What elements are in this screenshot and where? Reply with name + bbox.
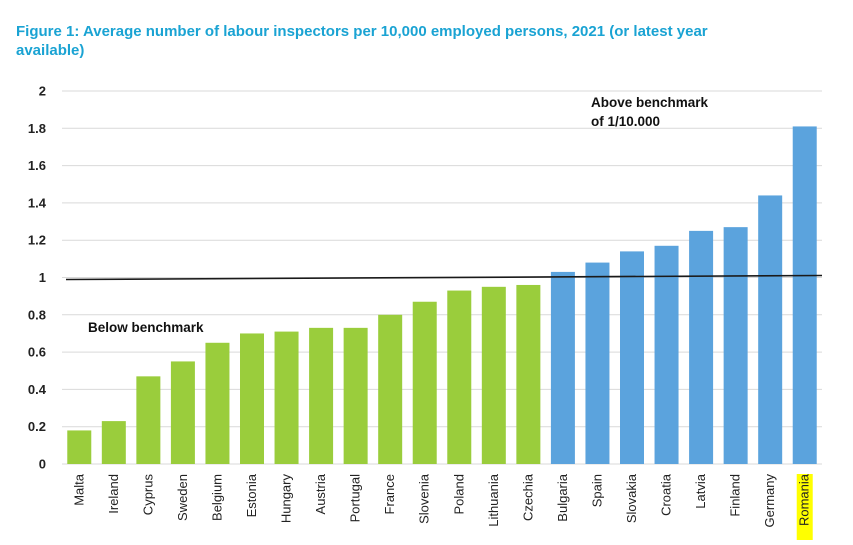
bar-malta [67, 430, 92, 464]
x-label-croatia: Croatia [659, 473, 674, 516]
x-tick-label: Malta [71, 473, 86, 506]
bar-czechia [516, 284, 541, 464]
bar-bulgaria [550, 271, 575, 464]
x-tick-label: Cyprus [140, 474, 155, 516]
bar-lithuania [481, 286, 506, 464]
chart-title: Figure 1: Average number of labour inspe… [16, 23, 708, 59]
x-tick-label: Sweden [175, 474, 190, 521]
y-tick-label: 2 [39, 84, 46, 99]
x-label-czechia: Czechia [520, 473, 535, 521]
bar-poland [447, 290, 472, 464]
bar-croatia [654, 245, 679, 464]
bar-latvia [689, 230, 714, 464]
x-label-portugal: Portugal [348, 474, 363, 523]
bar-ireland [101, 421, 126, 464]
bar-slovenia [412, 301, 437, 464]
x-tick-label: Romania [797, 473, 812, 526]
x-tick-label: Belgium [209, 474, 224, 521]
x-label-romania: Romania [796, 473, 813, 540]
x-label-sweden: Sweden [175, 474, 190, 521]
x-tick-label: Latvia [693, 473, 708, 508]
x-tick-label: Poland [451, 474, 466, 514]
x-label-finland: Finland [728, 474, 743, 517]
bar-france [378, 314, 403, 464]
highlight-marker [796, 474, 813, 540]
x-label-slovenia: Slovenia [417, 473, 432, 524]
x-label-bulgaria: Bulgaria [555, 473, 570, 521]
bars [67, 126, 817, 464]
bar-finland [723, 227, 748, 464]
bar-austria [309, 327, 334, 464]
x-tick-label: Portugal [348, 474, 363, 523]
bar-belgium [205, 342, 230, 464]
bar-germany [758, 195, 783, 464]
y-tick-label: 1.6 [28, 158, 46, 173]
x-tick-label: Austria [313, 473, 328, 514]
benchmark-line-group [65, 274, 823, 281]
bar-romania [792, 126, 817, 464]
bar-cyprus [136, 376, 161, 464]
x-label-latvia: Latvia [693, 473, 708, 508]
y-tick-label: 0.4 [28, 382, 47, 397]
y-tick-label: 0.6 [28, 345, 46, 360]
y-tick-label: 1.2 [28, 233, 46, 248]
x-tick-label: Germany [762, 474, 777, 528]
x-label-poland: Poland [451, 474, 466, 514]
x-tick-label: Bulgaria [555, 473, 570, 521]
x-label-malta: Malta [71, 473, 86, 506]
y-tick-label: 1 [39, 270, 46, 285]
x-tick-label: Lithuania [486, 473, 501, 527]
x-tick-label: Finland [728, 474, 743, 517]
bar-slovakia [620, 251, 644, 464]
y-tick-label: 1.8 [28, 121, 46, 136]
x-label-lithuania: Lithuania [486, 473, 501, 527]
bar-sweden [170, 361, 195, 464]
x-label-hungary: Hungary [279, 474, 294, 524]
above-benchmark-label-line2: of 1/10.000 [591, 114, 660, 129]
x-label-austria: Austria [313, 473, 328, 514]
x-tick-label: Ireland [106, 474, 121, 514]
y-tick-label: 1.4 [28, 195, 47, 210]
below-benchmark-label: Below benchmark [88, 320, 204, 335]
x-tick-label: France [382, 474, 397, 514]
x-tick-label: Hungary [279, 474, 294, 524]
x-tick-label: Slovakia [624, 473, 639, 523]
bar-spain [585, 262, 610, 464]
x-tick-label: Slovenia [417, 473, 432, 524]
x-label-estonia: Estonia [244, 473, 259, 517]
x-label-france: France [382, 474, 397, 514]
x-label-cyprus: Cyprus [140, 474, 155, 516]
x-label-ireland: Ireland [106, 474, 121, 514]
y-tick-label: 0 [39, 457, 46, 472]
x-label-spain: Spain [589, 474, 604, 507]
x-tick-label: Estonia [244, 473, 259, 517]
above-benchmark-label-line1: Above benchmark [591, 95, 709, 110]
bar-portugal [343, 327, 368, 464]
bar-estonia [240, 333, 264, 464]
x-label-slovakia: Slovakia [624, 473, 639, 523]
x-label-belgium: Belgium [209, 474, 224, 521]
x-label-germany: Germany [762, 474, 777, 528]
y-tick-label: 0.8 [28, 307, 46, 322]
y-axis-ticks: 0 0.2 0.4 0.6 0.8 1 1.2 1.4 1.6 1.8 2 [28, 84, 47, 472]
x-tick-label: Spain [589, 474, 604, 507]
bar-hungary [274, 331, 299, 464]
x-axis-labels: Malta Ireland Cyprus Sweden Belgium Estonia Hu… [71, 473, 813, 540]
benchmark-line [65, 274, 823, 281]
x-tick-label: Czechia [520, 473, 535, 521]
y-tick-label: 0.2 [28, 419, 46, 434]
x-tick-label: Croatia [659, 473, 674, 516]
